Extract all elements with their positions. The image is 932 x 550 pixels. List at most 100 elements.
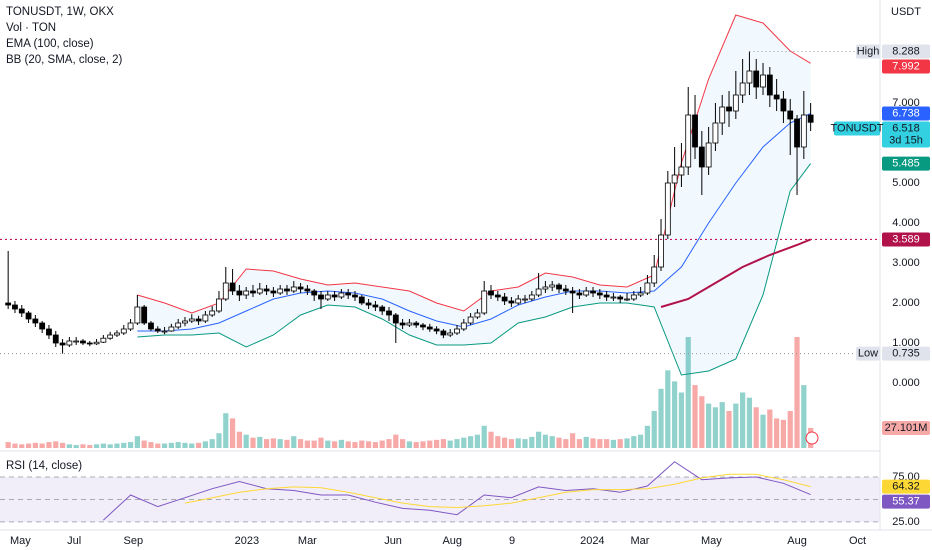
candle-body (175, 322, 182, 328)
bb-lower-label: 5.485 (892, 158, 920, 170)
volume-bar (474, 434, 481, 448)
volume-bar (563, 439, 569, 448)
volume-bar (502, 437, 508, 448)
volume-bar (182, 442, 188, 448)
volume-bar (202, 441, 208, 448)
candle-body (80, 340, 86, 344)
volume-bar (338, 439, 344, 448)
last-price-label-countdown: 3d 15h (889, 134, 923, 146)
volume-bar (774, 418, 780, 448)
volume-bar (87, 445, 93, 448)
volume-bar (304, 440, 310, 448)
volume-bar (740, 392, 746, 448)
candle-body (590, 290, 596, 294)
volume-bar (651, 411, 657, 448)
candle-body (787, 110, 794, 120)
candle-body (86, 342, 93, 345)
candle-body (692, 114, 698, 148)
rsi-value-label-box (882, 494, 930, 509)
candle-body (277, 288, 284, 294)
ema-label-box (882, 232, 930, 247)
volume-legend: Vol · TON (6, 22, 56, 34)
y-tick-label: 0.000 (892, 377, 920, 389)
candle-body (610, 296, 617, 299)
volume-bar (32, 442, 38, 448)
volume-bar (536, 431, 542, 448)
volume-bar (284, 439, 290, 448)
candle-body (148, 322, 154, 330)
volume-bar (39, 443, 45, 448)
x-tick-label: Jun (384, 535, 402, 547)
candle-body (658, 234, 664, 268)
bb-upper-label-box (882, 59, 930, 74)
volume-bar (393, 434, 399, 448)
volume-bar (576, 439, 583, 448)
bb-lower-label-box (882, 156, 930, 171)
candle-body (358, 296, 365, 304)
ema-line (660, 238, 811, 308)
candle-body (12, 304, 18, 310)
candle-body (753, 70, 760, 88)
candle-body (25, 312, 32, 320)
candle-body (352, 294, 358, 298)
candle-body (440, 330, 447, 336)
volume-bar (168, 442, 174, 448)
candle-body (161, 330, 168, 333)
candle-body (331, 294, 338, 298)
candle-body (698, 146, 705, 168)
candle-body (168, 326, 175, 332)
currency-label: USDT (891, 6, 921, 18)
candle-body (746, 70, 753, 84)
candle-body (807, 114, 814, 123)
bb-line (137, 113, 811, 332)
candle-body (515, 298, 522, 304)
volume-bar (420, 441, 426, 448)
candle-body (624, 298, 630, 301)
candle-body (141, 306, 148, 324)
volume-bar (277, 439, 283, 448)
x-tick-label: 2023 (235, 535, 259, 547)
volume-bar (665, 370, 671, 448)
volume-bar (189, 443, 195, 448)
candle-body (454, 328, 460, 334)
volume-bar (685, 337, 691, 448)
candle-body (263, 288, 270, 292)
y-tick-label: 5.000 (892, 177, 920, 189)
candle-body (386, 310, 392, 316)
y-tick-label: 3.000 (892, 257, 920, 269)
candle-body (290, 286, 297, 292)
volume-bar (672, 381, 678, 448)
candle-body (800, 114, 807, 148)
low-label-tag: Low (858, 348, 878, 360)
candle-body (460, 322, 467, 330)
volume-bar (597, 439, 603, 448)
candle-body (433, 328, 440, 332)
x-tick-label: Oct (849, 535, 866, 547)
candle-body (66, 340, 73, 346)
bb-line (137, 163, 812, 376)
x-tick-label: Sep (124, 535, 144, 547)
volume-bar (529, 436, 535, 448)
volume-bar (121, 442, 127, 448)
candle-body (739, 82, 746, 96)
candle-body (59, 342, 66, 346)
x-tick-label: Aug (787, 535, 807, 547)
volume-bar (250, 437, 256, 448)
candle-body (705, 142, 712, 168)
volume-bar (236, 431, 242, 448)
volume-bar (93, 444, 100, 448)
bb-basis-label: 6.738 (892, 107, 920, 119)
volume-bar (610, 439, 617, 448)
x-tick-label: May (701, 535, 722, 547)
price-axis (880, 0, 932, 550)
bb-upper-label: 7.992 (892, 60, 920, 72)
candle-body (345, 292, 352, 296)
volume-bar (352, 442, 358, 448)
candle-body (651, 266, 658, 284)
candle-body (603, 294, 610, 298)
ema-label: 3.589 (892, 233, 920, 245)
candle-body (297, 286, 304, 290)
last-price-label-tag: TONUSDT (831, 122, 884, 134)
ema-legend: EMA (100, close) (6, 38, 94, 50)
bb-basis-label-box (882, 106, 930, 121)
